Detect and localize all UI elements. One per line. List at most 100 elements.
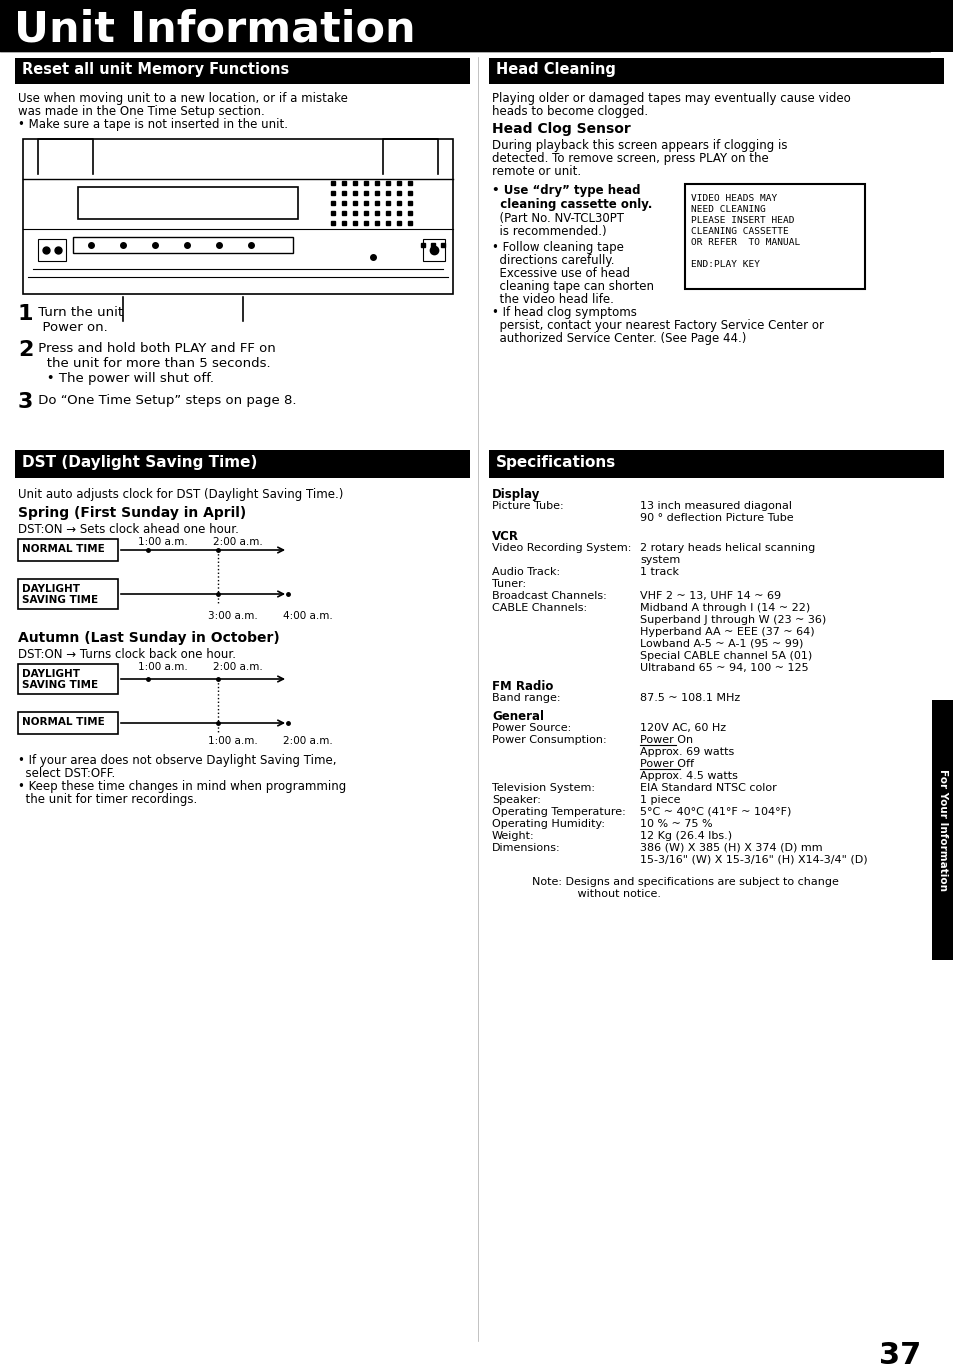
Text: 1:00 a.m.: 1:00 a.m. — [208, 736, 257, 746]
Text: 1 track: 1 track — [639, 568, 679, 577]
Text: Operating Temperature:: Operating Temperature: — [492, 808, 625, 817]
Text: Excessive use of head: Excessive use of head — [492, 267, 629, 280]
Text: Power Off: Power Off — [639, 760, 693, 769]
Text: Power Consumption:: Power Consumption: — [492, 735, 606, 744]
Text: 3:00 a.m.: 3:00 a.m. — [208, 611, 257, 621]
Text: General: General — [492, 710, 543, 723]
Text: system: system — [639, 555, 679, 565]
Text: Speaker:: Speaker: — [492, 795, 540, 805]
Text: 2 rotary heads helical scanning: 2 rotary heads helical scanning — [639, 543, 815, 553]
Text: Tuner:: Tuner: — [492, 579, 525, 590]
Text: 90 ° deflection Picture Tube: 90 ° deflection Picture Tube — [639, 513, 793, 522]
Text: Midband A through I (14 ~ 22): Midband A through I (14 ~ 22) — [639, 603, 809, 613]
Text: DAYLIGHT: DAYLIGHT — [22, 584, 80, 594]
Text: 37: 37 — [878, 1341, 921, 1370]
Text: Autumn (Last Sunday in October): Autumn (Last Sunday in October) — [18, 631, 279, 644]
Text: 1 piece: 1 piece — [639, 795, 679, 805]
Text: 13 inch measured diagonal: 13 inch measured diagonal — [639, 500, 791, 511]
Text: VHF 2 ~ 13, UHF 14 ~ 69: VHF 2 ~ 13, UHF 14 ~ 69 — [639, 591, 781, 600]
Text: OR REFER  TO MANUAL: OR REFER TO MANUAL — [690, 239, 800, 247]
Text: Broadcast Channels:: Broadcast Channels: — [492, 591, 606, 600]
Bar — [18, 664, 118, 694]
Text: Press and hold both PLAY and FF on
   the unit for more than 5 seconds.
   • The: Press and hold both PLAY and FF on the u… — [34, 341, 275, 385]
Text: directions carefully.: directions carefully. — [492, 254, 614, 267]
Text: Specifications: Specifications — [496, 455, 616, 470]
Text: 1:00 a.m.: 1:00 a.m. — [138, 662, 188, 672]
Text: NORMAL TIME: NORMAL TIME — [22, 544, 105, 554]
Text: Ultraband 65 ~ 94, 100 ~ 125: Ultraband 65 ~ 94, 100 ~ 125 — [639, 664, 808, 673]
Text: Operating Humidity:: Operating Humidity: — [492, 818, 604, 829]
Text: PLEASE INSERT HEAD: PLEASE INSERT HEAD — [690, 217, 794, 225]
Bar — [73, 237, 293, 254]
Bar — [15, 450, 470, 478]
Bar — [0, 0, 953, 52]
Text: 10 % ~ 75 %: 10 % ~ 75 % — [639, 818, 712, 829]
Text: DST:ON → Turns clock back one hour.: DST:ON → Turns clock back one hour. — [18, 648, 235, 661]
Text: 4:00 a.m.: 4:00 a.m. — [283, 611, 333, 621]
Text: detected. To remove screen, press PLAY on the: detected. To remove screen, press PLAY o… — [492, 152, 768, 165]
Text: Use when moving unit to a new location, or if a mistake: Use when moving unit to a new location, … — [18, 92, 348, 106]
Text: NORMAL TIME: NORMAL TIME — [22, 717, 105, 727]
Text: was made in the One Time Setup section.: was made in the One Time Setup section. — [18, 106, 265, 118]
Text: FM Radio: FM Radio — [492, 680, 553, 692]
Text: Weight:: Weight: — [492, 831, 534, 840]
Text: persist, contact your nearest Factory Service Center or: persist, contact your nearest Factory Se… — [492, 319, 823, 332]
Bar — [422, 239, 444, 260]
Bar — [489, 450, 943, 478]
Text: Approx. 4.5 watts: Approx. 4.5 watts — [639, 771, 737, 781]
Text: 1:00 a.m.: 1:00 a.m. — [138, 537, 188, 547]
Text: VCR: VCR — [492, 531, 518, 543]
Text: • If your area does not observe Daylight Saving Time,: • If your area does not observe Daylight… — [18, 754, 336, 766]
Text: Note: Designs and specifications are subject to change
             without noti: Note: Designs and specifications are sub… — [532, 877, 838, 898]
Text: 2: 2 — [18, 340, 33, 361]
Bar — [18, 539, 118, 561]
Text: 1: 1 — [18, 304, 33, 324]
Text: During playback this screen appears if clogging is: During playback this screen appears if c… — [492, 138, 786, 152]
Text: select DST:OFF.: select DST:OFF. — [18, 766, 115, 780]
Text: cleaning tape can shorten: cleaning tape can shorten — [492, 280, 654, 293]
Bar — [931, 701, 953, 960]
Text: remote or unit.: remote or unit. — [492, 165, 580, 178]
Text: 2:00 a.m.: 2:00 a.m. — [283, 736, 333, 746]
Bar — [15, 58, 470, 84]
Text: • Use “dry” type head: • Use “dry” type head — [492, 184, 639, 197]
Text: Television System:: Television System: — [492, 783, 595, 792]
Text: 120V AC, 60 Hz: 120V AC, 60 Hz — [639, 723, 725, 733]
Text: the video head life.: the video head life. — [492, 293, 613, 306]
Text: DST (Daylight Saving Time): DST (Daylight Saving Time) — [22, 455, 257, 470]
Bar — [78, 186, 297, 219]
Text: Picture Tube:: Picture Tube: — [492, 500, 563, 511]
Text: Unit Information: Unit Information — [14, 8, 416, 49]
Text: (Part No. NV-TCL30PT: (Part No. NV-TCL30PT — [492, 213, 623, 225]
Text: For Your Information: For Your Information — [937, 769, 947, 891]
Bar — [489, 58, 943, 84]
Text: Reset all unit Memory Functions: Reset all unit Memory Functions — [22, 62, 289, 77]
Text: Special CABLE channel 5A (01): Special CABLE channel 5A (01) — [639, 651, 811, 661]
Text: END:PLAY KEY: END:PLAY KEY — [690, 260, 760, 269]
Bar — [684, 184, 864, 289]
Text: 12 Kg (26.4 lbs.): 12 Kg (26.4 lbs.) — [639, 831, 731, 840]
Text: 87.5 ~ 108.1 MHz: 87.5 ~ 108.1 MHz — [639, 692, 740, 703]
Bar — [38, 239, 66, 260]
Text: • If head clog symptoms: • If head clog symptoms — [492, 306, 637, 319]
Text: Spring (First Sunday in April): Spring (First Sunday in April) — [18, 506, 246, 520]
Text: Audio Track:: Audio Track: — [492, 568, 559, 577]
Text: Power Source:: Power Source: — [492, 723, 571, 733]
Text: 15-3/16" (W) X 15-3/16" (H) X14-3/4" (D): 15-3/16" (W) X 15-3/16" (H) X14-3/4" (D) — [639, 856, 866, 865]
Text: Display: Display — [492, 488, 539, 500]
Text: Unit auto adjusts clock for DST (Daylight Saving Time.): Unit auto adjusts clock for DST (Dayligh… — [18, 488, 343, 500]
Text: 2:00 a.m.: 2:00 a.m. — [213, 537, 262, 547]
Bar — [23, 138, 453, 293]
Text: EIA Standard NTSC color: EIA Standard NTSC color — [639, 783, 776, 792]
Text: Head Cleaning: Head Cleaning — [496, 62, 616, 77]
Text: 386 (W) X 385 (H) X 374 (D) mm: 386 (W) X 385 (H) X 374 (D) mm — [639, 843, 821, 853]
Text: Do “One Time Setup” steps on page 8.: Do “One Time Setup” steps on page 8. — [34, 393, 296, 407]
Text: Approx. 69 watts: Approx. 69 watts — [639, 747, 734, 757]
Text: authorized Service Center. (See Page 44.): authorized Service Center. (See Page 44.… — [492, 332, 745, 345]
Text: DST:ON → Sets clock ahead one hour.: DST:ON → Sets clock ahead one hour. — [18, 522, 238, 536]
Text: Turn the unit
  Power on.: Turn the unit Power on. — [34, 306, 123, 335]
Text: SAVING TIME: SAVING TIME — [22, 595, 98, 605]
Bar — [18, 579, 118, 609]
Bar — [18, 712, 118, 733]
Text: Lowband A-5 ~ A-1 (95 ~ 99): Lowband A-5 ~ A-1 (95 ~ 99) — [639, 639, 802, 648]
